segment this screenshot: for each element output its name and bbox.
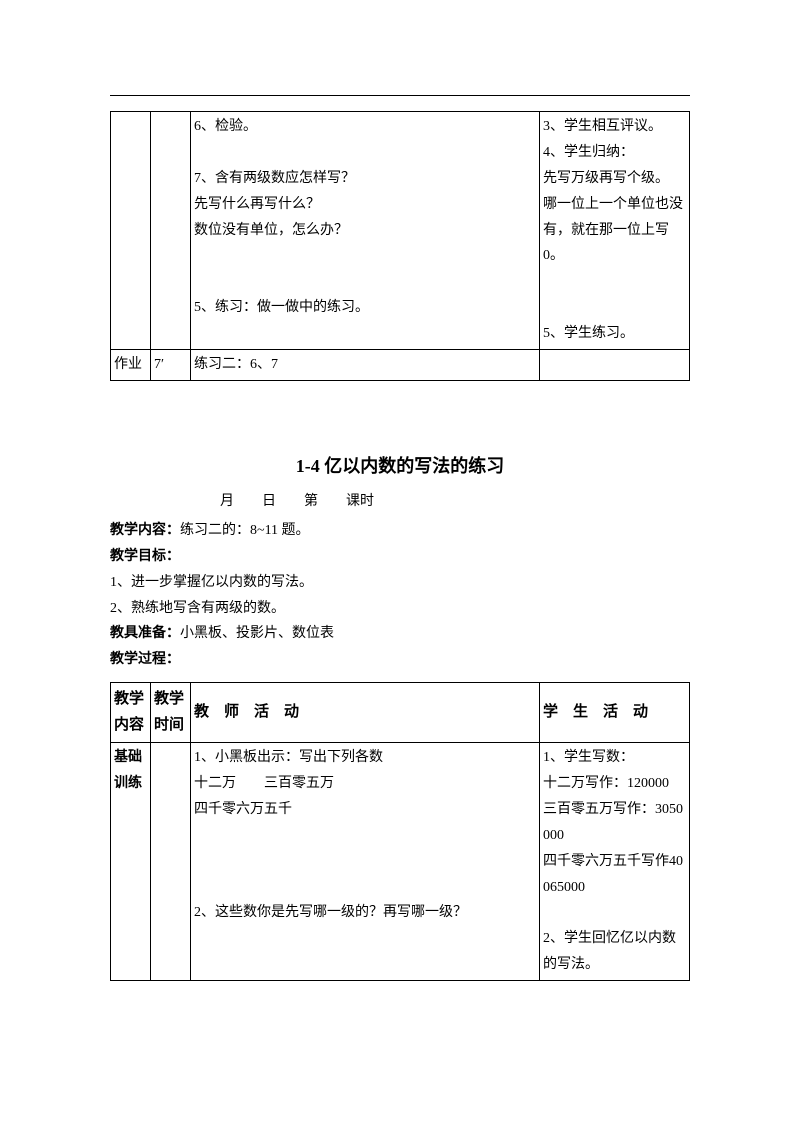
lesson-date-line: 月 日 第 课时 [110, 490, 690, 514]
col-header: 教 师 活 动 [191, 683, 540, 743]
top-rule [110, 95, 690, 96]
text-prep: 小黑板、投影片、数位表 [180, 626, 334, 641]
cell: 7′ [151, 350, 191, 381]
lesson-title: 1-4 亿以内数的写法的练习 [110, 451, 690, 482]
cell [111, 112, 151, 350]
goal-item-1: 1、进一步掌握亿以内数的写法。 [110, 571, 690, 595]
cell: 作业 [111, 350, 151, 381]
cell: 1、小黑板出示：写出下列各数 十二万 三百零五万 四千零六万五千 2、这些数你是… [191, 743, 540, 981]
cell [151, 743, 191, 981]
col-header: 教学内容 [111, 683, 151, 743]
cell: 6、检验。 7、含有两级数应怎样写？ 先写什么再写什么？ 数位没有单位，怎么办？… [191, 112, 540, 350]
col-header: 教学时间 [151, 683, 191, 743]
col-header: 学 生 活 动 [540, 683, 690, 743]
text-content: 练习二的：8~11 题。 [180, 523, 310, 538]
cell: 1、学生写数： 十二万写作：120000 三百零五万写作：3050000 四千零… [540, 743, 690, 981]
teaching-prep: 教具准备：小黑板、投影片、数位表 [110, 622, 690, 646]
label-prep: 教具准备： [110, 626, 180, 641]
cell: 练习二：6、7 [191, 350, 540, 381]
table-lower: 教学内容 教学时间 教 师 活 动 学 生 活 动 基础训练 1、小黑板出示：写… [110, 682, 690, 981]
label-process: 教学过程： [110, 648, 690, 672]
table-upper: 6、检验。 7、含有两级数应怎样写？ 先写什么再写什么？ 数位没有单位，怎么办？… [110, 111, 690, 381]
goal-item-2: 2、熟练地写含有两级的数。 [110, 597, 690, 621]
table-row: 6、检验。 7、含有两级数应怎样写？ 先写什么再写什么？ 数位没有单位，怎么办？… [111, 112, 690, 350]
cell: 基础训练 [111, 743, 151, 981]
label-content: 教学内容： [110, 523, 180, 538]
table-header-row: 教学内容 教学时间 教 师 活 动 学 生 活 动 [111, 683, 690, 743]
table-row: 作业 7′ 练习二：6、7 [111, 350, 690, 381]
teaching-content: 教学内容：练习二的：8~11 题。 [110, 519, 690, 543]
label-goal: 教学目标： [110, 545, 690, 569]
cell: 3、学生相互评议。 4、学生归纳： 先写万级再写个级。 哪一位上一个单位也没有，… [540, 112, 690, 350]
cell [540, 350, 690, 381]
cell [151, 112, 191, 350]
table-row: 基础训练 1、小黑板出示：写出下列各数 十二万 三百零五万 四千零六万五千 2、… [111, 743, 690, 981]
